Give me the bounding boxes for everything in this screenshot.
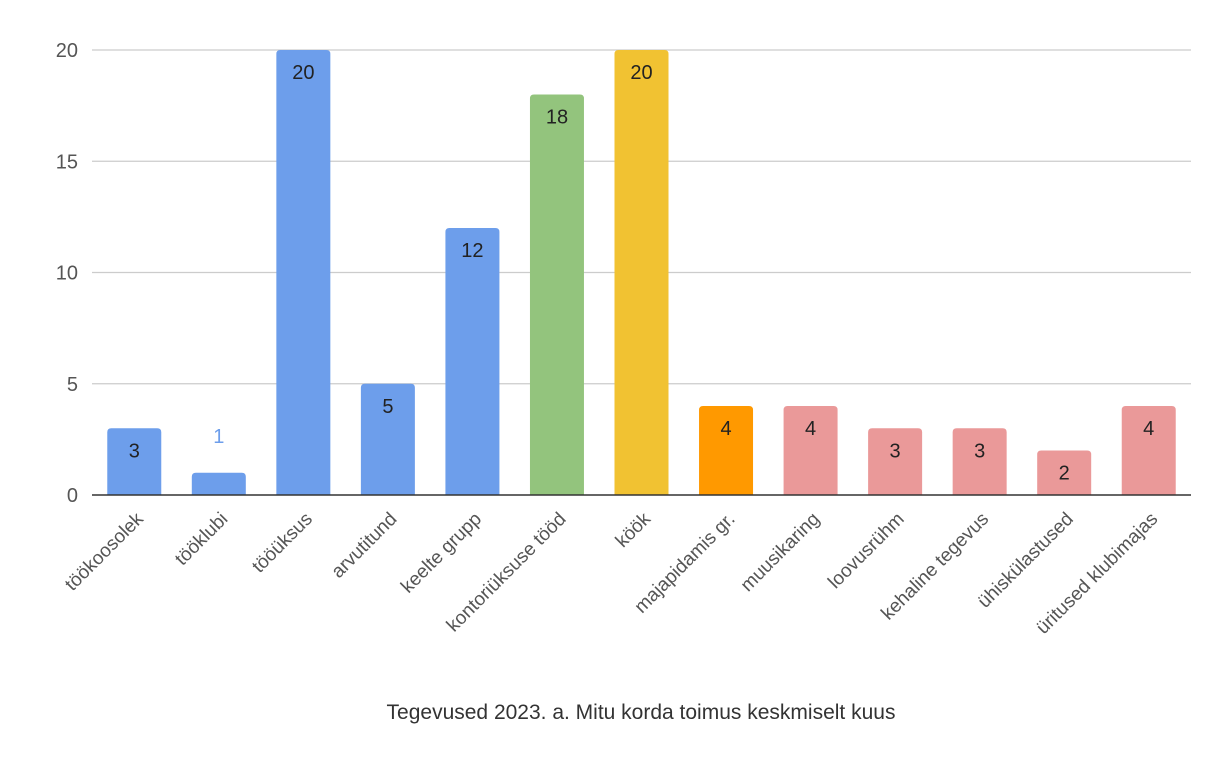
data-label-11: 2 bbox=[1059, 463, 1070, 485]
x-tick-label-0: töökoosolek bbox=[61, 508, 148, 595]
y-tick-label: 10 bbox=[56, 263, 78, 285]
data-label-1: 1 bbox=[213, 426, 224, 448]
data-labels: 3 1 20 5 12 18 20 4 4 3 3 2 4 bbox=[129, 62, 1155, 485]
bar-7 bbox=[699, 406, 754, 495]
bar-6 bbox=[614, 50, 669, 495]
y-axis-ticks: 0 5 10 15 20 bbox=[56, 40, 78, 507]
y-tick-label: 15 bbox=[56, 151, 78, 173]
bar-2 bbox=[276, 50, 331, 495]
data-label-0: 3 bbox=[129, 440, 140, 462]
bar-11 bbox=[1037, 450, 1092, 495]
x-tick-label-2: tööüksus bbox=[248, 509, 317, 578]
data-label-5: 18 bbox=[546, 107, 568, 129]
x-axis-labels: töökoosolek tööklubi tööüksus arvutitundkee… bbox=[61, 508, 1162, 638]
bar-3 bbox=[360, 383, 415, 495]
bars bbox=[107, 50, 1176, 495]
data-label-9: 3 bbox=[890, 440, 901, 462]
bar-1 bbox=[191, 472, 246, 495]
x-tick-label-4: keelte grupp bbox=[397, 509, 486, 598]
x-tick-label-9: loovusrühm bbox=[824, 509, 908, 593]
data-label-12: 4 bbox=[1143, 418, 1154, 440]
data-label-3: 5 bbox=[382, 396, 393, 418]
data-label-4: 12 bbox=[461, 240, 483, 262]
data-label-8: 4 bbox=[805, 418, 816, 440]
data-label-2: 20 bbox=[292, 62, 314, 84]
y-tick-label: 0 bbox=[67, 485, 78, 507]
bar-5 bbox=[529, 94, 584, 495]
data-label-6: 20 bbox=[630, 62, 652, 84]
x-tick-label-8: muusikaring bbox=[737, 509, 824, 596]
bar-4 bbox=[445, 228, 500, 495]
bar-8 bbox=[783, 406, 838, 495]
y-tick-label: 5 bbox=[67, 374, 78, 396]
bar-10 bbox=[952, 428, 1007, 495]
bar-0 bbox=[107, 428, 162, 495]
data-label-7: 4 bbox=[720, 418, 731, 440]
x-tick-label-6: köök bbox=[612, 508, 656, 552]
data-label-10: 3 bbox=[974, 440, 985, 462]
y-tick-label: 20 bbox=[56, 40, 78, 62]
bar-12 bbox=[1121, 406, 1176, 495]
x-axis-title: Tegevused 2023. a. Mitu korda toimus kes… bbox=[387, 701, 896, 724]
bar-9 bbox=[868, 428, 923, 495]
x-tick-label-3: arvutitund bbox=[328, 509, 402, 583]
x-tick-label-1: tööklubi bbox=[171, 509, 232, 570]
